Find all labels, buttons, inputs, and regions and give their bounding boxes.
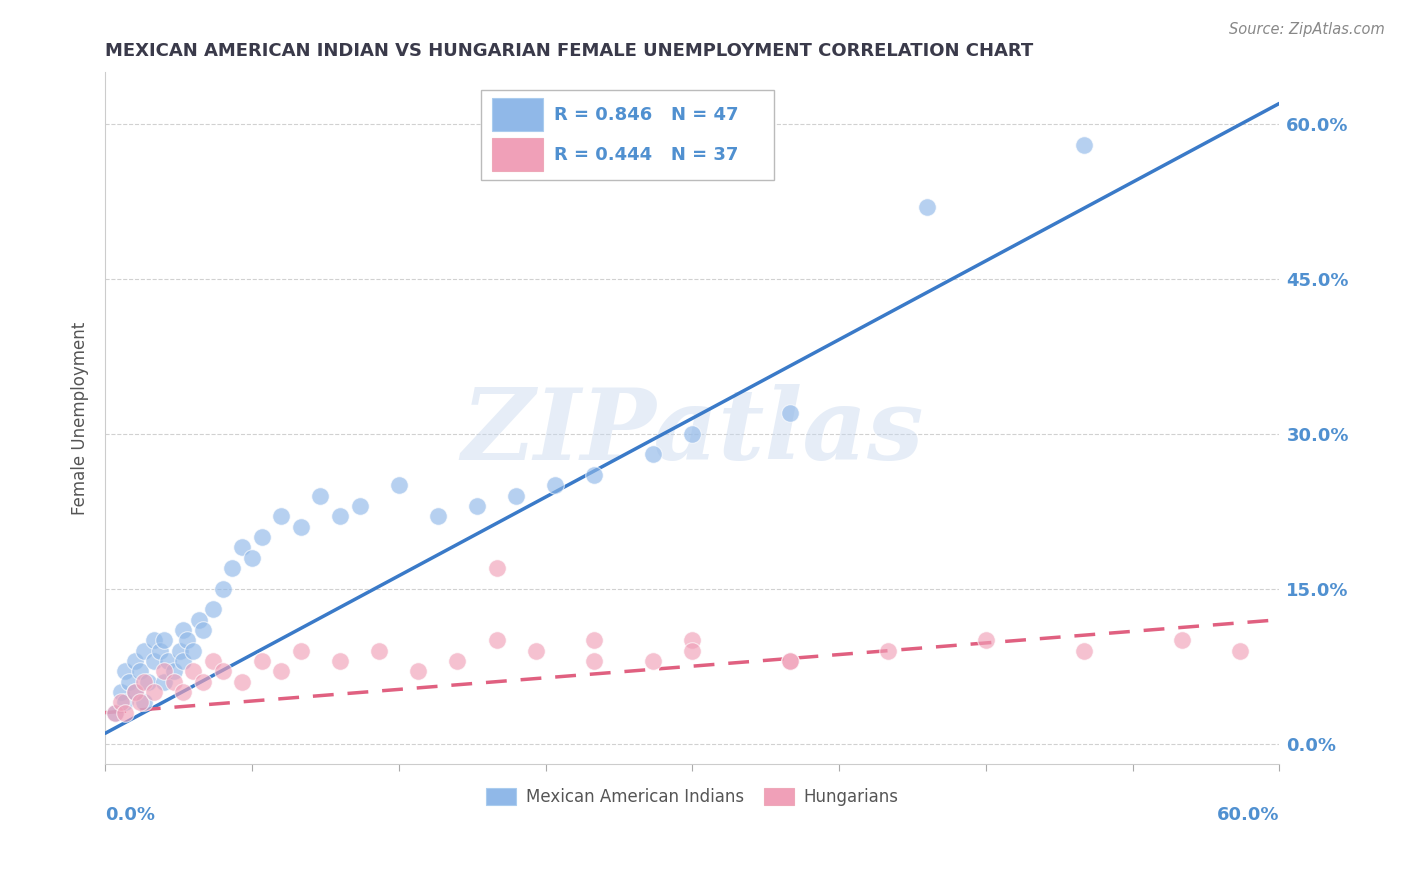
Point — [191, 623, 214, 637]
Point — [118, 674, 141, 689]
Point — [134, 674, 156, 689]
Point — [188, 613, 211, 627]
Point — [368, 643, 391, 657]
Point — [104, 706, 127, 720]
Point — [329, 654, 352, 668]
Point — [211, 582, 233, 596]
Point — [110, 695, 132, 709]
Point — [388, 478, 411, 492]
Point — [163, 674, 186, 689]
Point — [114, 695, 136, 709]
Y-axis label: Female Unemployment: Female Unemployment — [72, 322, 89, 515]
Point — [124, 685, 146, 699]
Point — [149, 643, 172, 657]
Point — [201, 602, 224, 616]
Point — [173, 685, 195, 699]
Point — [153, 665, 176, 679]
Point — [681, 633, 703, 648]
Point — [173, 654, 195, 668]
Point — [974, 633, 997, 648]
Point — [134, 695, 156, 709]
Legend: Mexican American Indians, Hungarians: Mexican American Indians, Hungarians — [478, 780, 907, 814]
Point — [129, 665, 152, 679]
Point — [114, 706, 136, 720]
Point — [136, 674, 159, 689]
Point — [290, 520, 312, 534]
Text: Source: ZipAtlas.com: Source: ZipAtlas.com — [1229, 22, 1385, 37]
Point — [643, 448, 665, 462]
Point — [349, 499, 371, 513]
Point — [1229, 643, 1251, 657]
Point — [1073, 643, 1095, 657]
Point — [270, 509, 292, 524]
Point — [485, 633, 508, 648]
Point — [211, 665, 233, 679]
Point — [915, 200, 938, 214]
Point — [143, 654, 166, 668]
Point — [134, 643, 156, 657]
Point — [505, 489, 527, 503]
Text: R = 0.444   N = 37: R = 0.444 N = 37 — [554, 145, 738, 164]
Point — [485, 561, 508, 575]
Point — [153, 633, 176, 648]
Point — [124, 685, 146, 699]
Point — [270, 665, 292, 679]
Point — [779, 654, 801, 668]
FancyBboxPatch shape — [481, 90, 775, 179]
Point — [408, 665, 430, 679]
Point — [173, 623, 195, 637]
Point — [681, 426, 703, 441]
Point — [110, 685, 132, 699]
Point — [129, 695, 152, 709]
Point — [176, 633, 198, 648]
Point — [250, 530, 273, 544]
Point — [124, 654, 146, 668]
Point — [143, 685, 166, 699]
FancyBboxPatch shape — [492, 138, 543, 171]
Point — [779, 654, 801, 668]
Point — [114, 665, 136, 679]
Point — [250, 654, 273, 668]
Point — [153, 674, 176, 689]
Point — [201, 654, 224, 668]
Point — [1170, 633, 1192, 648]
FancyBboxPatch shape — [492, 98, 543, 131]
Point — [163, 665, 186, 679]
Point — [156, 654, 179, 668]
Point — [877, 643, 900, 657]
Point — [191, 674, 214, 689]
Point — [290, 643, 312, 657]
Point — [329, 509, 352, 524]
Point — [1073, 137, 1095, 152]
Point — [446, 654, 468, 668]
Text: MEXICAN AMERICAN INDIAN VS HUNGARIAN FEMALE UNEMPLOYMENT CORRELATION CHART: MEXICAN AMERICAN INDIAN VS HUNGARIAN FEM… — [105, 42, 1033, 60]
Point — [231, 541, 253, 555]
Point — [231, 674, 253, 689]
Point — [583, 654, 606, 668]
Point — [104, 706, 127, 720]
Point — [181, 643, 204, 657]
Point — [426, 509, 449, 524]
Point — [240, 550, 263, 565]
Point — [583, 468, 606, 483]
Point — [221, 561, 243, 575]
Text: 0.0%: 0.0% — [105, 805, 155, 824]
Point — [643, 654, 665, 668]
Text: R = 0.846   N = 47: R = 0.846 N = 47 — [554, 105, 738, 124]
Text: 60.0%: 60.0% — [1216, 805, 1279, 824]
Point — [465, 499, 488, 513]
Point — [544, 478, 567, 492]
Text: ZIPatlas: ZIPatlas — [461, 384, 924, 481]
Point — [309, 489, 332, 503]
Point — [181, 665, 204, 679]
Point — [779, 406, 801, 420]
Point — [583, 633, 606, 648]
Point — [681, 643, 703, 657]
Point — [143, 633, 166, 648]
Point — [169, 643, 191, 657]
Point — [524, 643, 547, 657]
